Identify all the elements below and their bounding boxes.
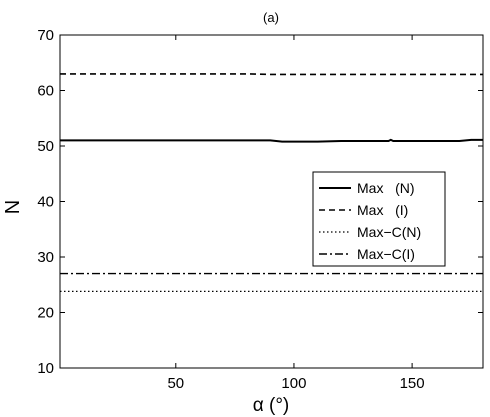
y-tick-label: 30 (37, 249, 54, 266)
legend-label-1: Max (N) (357, 180, 415, 196)
x-tick-label: 150 (400, 375, 425, 392)
y-tick-label: 40 (37, 194, 54, 211)
legend-label-2: Max (I) (357, 202, 408, 218)
y-tick-label: 10 (37, 360, 54, 377)
y-tick-label: 70 (37, 27, 54, 44)
y-tick-label: 20 (37, 305, 54, 322)
y-axis-ticks: 10 20 30 40 50 60 70 (37, 27, 483, 377)
series-group (60, 73, 483, 292)
y-axis-label: N (2, 200, 24, 214)
legend-label-3: Max−C(N) (357, 224, 421, 240)
x-axis-label: α (°) (253, 395, 290, 416)
y-tick-label: 50 (37, 138, 54, 155)
x-axis-ticks: 50 100 150 (167, 35, 425, 392)
y-tick-label: 60 (37, 83, 54, 100)
x-tick-label: 50 (167, 375, 184, 392)
chart-title: (a) (263, 10, 279, 25)
legend: Max (N) Max (I) Max−C(N) Max−C(I) (312, 171, 446, 267)
legend-label-4: Max−C(I) (357, 246, 415, 262)
x-tick-label: 100 (281, 375, 306, 392)
series-line-1 (60, 138, 483, 143)
series-line-2 (60, 73, 483, 76)
